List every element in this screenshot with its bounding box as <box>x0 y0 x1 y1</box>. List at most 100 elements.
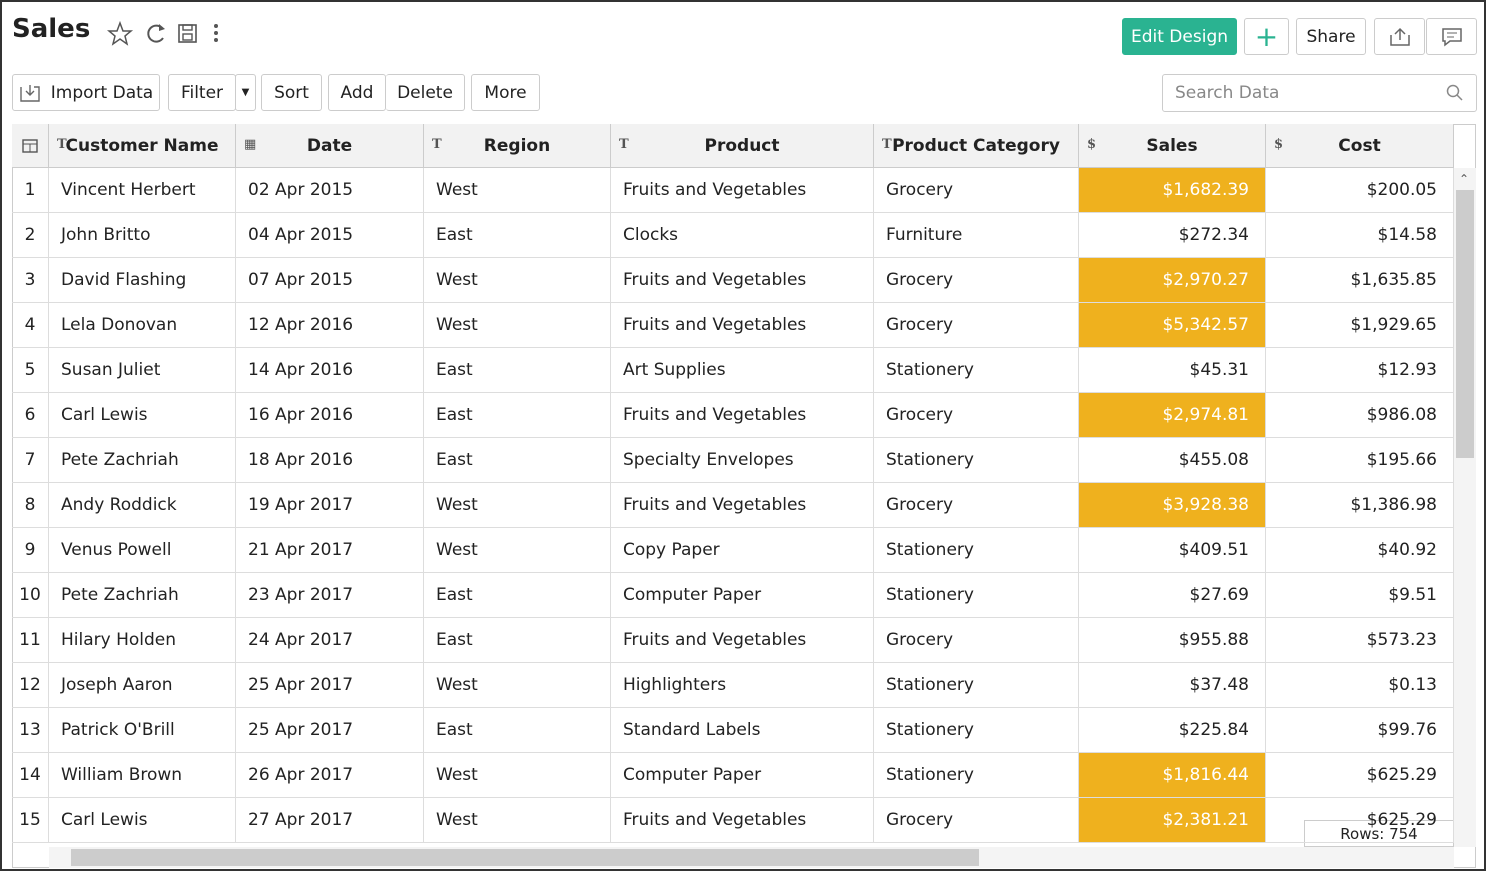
table-cell: $573.23 <box>1266 618 1454 663</box>
row-number: 3 <box>12 258 49 303</box>
header-label: Cost <box>1338 135 1381 156</box>
table-cell: $2,970.27 <box>1079 258 1266 303</box>
table-cell: East <box>424 438 611 483</box>
table-cell: Susan Juliet <box>49 348 236 393</box>
filter-button[interactable]: Filter <box>168 74 236 111</box>
table-cell: 04 Apr 2015 <box>236 213 424 258</box>
table-cell: East <box>424 573 611 618</box>
table-cell: Stationery <box>874 573 1079 618</box>
row-count: Rows: 754 <box>1304 820 1454 847</box>
table-cell: Standard Labels <box>611 708 874 753</box>
vertical-scrollbar[interactable]: ⌃ <box>1454 168 1476 847</box>
table-cell: $1,386.98 <box>1266 483 1454 528</box>
table-cell: Fruits and Vegetables <box>611 618 874 663</box>
table-cell: Stationery <box>874 528 1079 573</box>
type-icon: $ <box>1274 137 1284 152</box>
table-cell: Fruits and Vegetables <box>611 168 874 213</box>
table-cell: 07 Apr 2015 <box>236 258 424 303</box>
button-label: Delete <box>397 82 453 103</box>
table-cell: $40.92 <box>1266 528 1454 573</box>
table-cell: West <box>424 258 611 303</box>
table-cell: Carl Lewis <box>49 798 236 843</box>
column-header[interactable]: T Region <box>424 124 611 168</box>
table-cell: 12 Apr 2016 <box>236 303 424 348</box>
sort-button[interactable]: Sort <box>261 74 322 111</box>
row-number: 10 <box>12 573 49 618</box>
table-cell: 21 Apr 2017 <box>236 528 424 573</box>
add-row-button[interactable]: Add <box>328 74 386 111</box>
export-button[interactable] <box>1374 18 1425 55</box>
table-cell: $99.76 <box>1266 708 1454 753</box>
table-cell: $5,342.57 <box>1079 303 1266 348</box>
table-cell: Lela Donovan <box>49 303 236 348</box>
table-cell: 14 Apr 2016 <box>236 348 424 393</box>
table-cell: $45.31 <box>1079 348 1266 393</box>
horizontal-scrollbar[interactable] <box>49 847 1454 868</box>
row-number: 1 <box>12 168 49 213</box>
page-title: Sales <box>12 14 91 44</box>
table-cell: John Britto <box>49 213 236 258</box>
column-header[interactable]: T Product <box>611 124 874 168</box>
table-cell: Highlighters <box>611 663 874 708</box>
type-icon: T <box>882 137 892 152</box>
table-cell: 24 Apr 2017 <box>236 618 424 663</box>
table-cell: $9.51 <box>1266 573 1454 618</box>
column-header[interactable]: T Product Category <box>874 124 1079 168</box>
table-cell: Joseph Aaron <box>49 663 236 708</box>
column-header[interactable]: ▦ Date <box>236 124 424 168</box>
header-label: Region <box>483 135 551 156</box>
table-cell: 19 Apr 2017 <box>236 483 424 528</box>
search-box[interactable]: Search Data <box>1162 74 1477 112</box>
table-cell: Carl Lewis <box>49 393 236 438</box>
table-cell: Hilary Holden <box>49 618 236 663</box>
table-cell: Grocery <box>874 618 1079 663</box>
delete-button[interactable]: Delete <box>386 74 465 111</box>
import-data-button[interactable]: Import Data <box>12 74 160 111</box>
column-header[interactable]: T Customer Name <box>49 124 236 168</box>
table-cell: West <box>424 168 611 213</box>
row-number: 5 <box>12 348 49 393</box>
table-cell: $625.29 <box>1266 753 1454 798</box>
table-cell: $12.93 <box>1266 348 1454 393</box>
share-button[interactable]: Share <box>1296 18 1366 55</box>
column-header[interactable]: $ Cost <box>1266 124 1454 168</box>
table-cell: $1,929.65 <box>1266 303 1454 348</box>
table-cell: Grocery <box>874 258 1079 303</box>
row-number: 11 <box>12 618 49 663</box>
table-cell: $955.88 <box>1079 618 1266 663</box>
column-header[interactable]: $ Sales <box>1079 124 1266 168</box>
table-cell: $1,682.39 <box>1079 168 1266 213</box>
row-number: 9 <box>12 528 49 573</box>
table-cell: $1,635.85 <box>1266 258 1454 303</box>
table-cell: Art Supplies <box>611 348 874 393</box>
table-cell: Computer Paper <box>611 573 874 618</box>
table-cell: 25 Apr 2017 <box>236 663 424 708</box>
add-button[interactable]: + <box>1244 18 1289 55</box>
row-number: 15 <box>12 798 49 843</box>
type-icon: T <box>57 137 67 152</box>
table-cell: East <box>424 618 611 663</box>
table-cell: 18 Apr 2016 <box>236 438 424 483</box>
title-icons[interactable] <box>107 20 232 48</box>
header-label: Date <box>306 135 353 156</box>
table-cell: Copy Paper <box>611 528 874 573</box>
table-cell: Pete Zachriah <box>49 438 236 483</box>
table-cell: Fruits and Vegetables <box>611 303 874 348</box>
table-cell: $625.29 <box>1266 798 1454 843</box>
more-button[interactable]: More <box>471 74 540 111</box>
table-cell: $200.05 <box>1266 168 1454 213</box>
column-header <box>12 124 49 168</box>
table-cell: West <box>424 753 611 798</box>
header-label: Customer Name <box>65 135 219 156</box>
comment-button[interactable] <box>1426 18 1477 55</box>
search-placeholder: Search Data <box>1175 83 1280 103</box>
row-number: 12 <box>12 663 49 708</box>
table-cell: East <box>424 393 611 438</box>
table-cell: $27.69 <box>1079 573 1266 618</box>
row-number: 14 <box>12 753 49 798</box>
header-label: Product <box>704 135 780 156</box>
edit-design-button[interactable]: Edit Design <box>1122 18 1237 55</box>
filter-dropdown[interactable]: ▼ <box>235 74 256 111</box>
table-cell: William Brown <box>49 753 236 798</box>
table-cell: Vincent Herbert <box>49 168 236 213</box>
